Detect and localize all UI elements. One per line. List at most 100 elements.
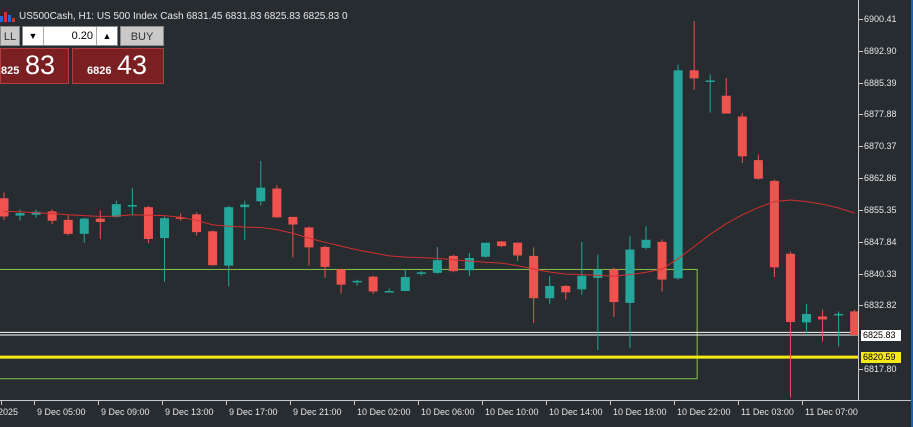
candle[interactable] bbox=[625, 236, 635, 348]
candle[interactable] bbox=[95, 210, 105, 239]
candle[interactable] bbox=[577, 241, 587, 295]
candle[interactable] bbox=[513, 242, 523, 261]
candle[interactable] bbox=[384, 288, 394, 293]
candle[interactable] bbox=[15, 209, 25, 221]
candle[interactable] bbox=[753, 154, 763, 180]
time-tick-label: 10 Dec 02:00 bbox=[357, 407, 411, 417]
supply-zone-rect[interactable] bbox=[0, 268, 698, 380]
price-tick-label: 6862.86 bbox=[864, 173, 897, 184]
candle[interactable] bbox=[111, 200, 121, 218]
candle-body bbox=[160, 218, 169, 239]
price-tick-mark bbox=[859, 209, 863, 211]
moving-average-line[interactable] bbox=[3, 199, 855, 277]
candle[interactable] bbox=[240, 200, 250, 240]
candle[interactable] bbox=[609, 267, 619, 317]
one-click-trading-panel: LL ▼ 0.20 ▲ BUY 825 83 6826 43 bbox=[0, 26, 165, 84]
candle[interactable] bbox=[769, 179, 779, 278]
candle-body bbox=[352, 280, 362, 283]
candle-body bbox=[111, 204, 121, 217]
candle[interactable] bbox=[785, 251, 795, 398]
buy-button[interactable]: BUY bbox=[120, 26, 164, 46]
price-tick-mark bbox=[859, 178, 863, 180]
price-tick-mark bbox=[859, 241, 863, 243]
candle-body bbox=[545, 285, 555, 299]
candle[interactable] bbox=[705, 74, 715, 113]
lot-increase-icon[interactable]: ▲ bbox=[96, 27, 117, 45]
candle[interactable] bbox=[737, 113, 747, 164]
candle[interactable] bbox=[818, 309, 828, 342]
candle[interactable] bbox=[0, 192, 9, 220]
candle[interactable] bbox=[47, 209, 57, 225]
candle[interactable] bbox=[529, 247, 539, 323]
candle[interactable] bbox=[593, 254, 603, 350]
candle-body bbox=[0, 198, 9, 217]
candle[interactable] bbox=[561, 285, 571, 300]
candle-body bbox=[448, 255, 458, 272]
candle[interactable] bbox=[481, 242, 490, 258]
lot-size-field[interactable]: ▼ 0.20 ▲ bbox=[22, 26, 118, 46]
candle[interactable] bbox=[673, 64, 683, 280]
candle[interactable] bbox=[31, 209, 41, 218]
time-tick-label: 9 Dec 09:00 bbox=[101, 407, 150, 417]
time-tick-mark bbox=[482, 401, 483, 405]
candle[interactable] bbox=[545, 276, 555, 304]
time-tick-label: 2025 bbox=[0, 407, 19, 417]
candle[interactable] bbox=[721, 77, 731, 114]
candle[interactable] bbox=[160, 216, 169, 282]
candle[interactable] bbox=[802, 304, 811, 334]
candle-body bbox=[368, 276, 378, 292]
candle[interactable] bbox=[497, 241, 507, 247]
price-tick-label: 6840.33 bbox=[864, 268, 897, 279]
candle[interactable] bbox=[834, 311, 844, 347]
price-plot[interactable] bbox=[0, 0, 858, 400]
candle[interactable] bbox=[224, 205, 234, 287]
candle[interactable] bbox=[657, 239, 667, 292]
price-tick-label: 6900.41 bbox=[864, 14, 897, 24]
candle[interactable] bbox=[304, 226, 314, 266]
candle[interactable] bbox=[256, 160, 266, 206]
price-tick-label: 6870.37 bbox=[864, 141, 897, 152]
candle[interactable] bbox=[432, 246, 442, 274]
candle[interactable] bbox=[63, 214, 73, 236]
time-tick-label: 9 Dec 05:00 bbox=[37, 407, 86, 417]
candle[interactable] bbox=[641, 226, 651, 250]
candle-body bbox=[416, 272, 426, 274]
candle[interactable] bbox=[448, 254, 458, 273]
candle[interactable] bbox=[368, 275, 378, 295]
candle-body bbox=[657, 241, 667, 280]
candle-body bbox=[577, 275, 587, 290]
candle[interactable] bbox=[400, 269, 410, 292]
candle[interactable] bbox=[208, 230, 218, 266]
lot-size-value[interactable]: 0.20 bbox=[71, 30, 93, 42]
time-tick-mark bbox=[34, 401, 35, 405]
candle[interactable] bbox=[288, 216, 298, 258]
bid-price-box[interactable]: 825 83 bbox=[0, 48, 69, 84]
candle[interactable] bbox=[464, 252, 474, 276]
candle[interactable] bbox=[192, 212, 202, 236]
time-tick-label: 9 Dec 17:00 bbox=[229, 407, 278, 417]
ask-price-box[interactable]: 6826 43 bbox=[72, 48, 164, 84]
candle[interactable] bbox=[143, 205, 153, 244]
price-tick-label: 6847.84 bbox=[864, 236, 897, 247]
time-tick-label: 11 Dec 07:00 bbox=[805, 407, 858, 417]
candle[interactable] bbox=[320, 245, 330, 278]
sell-button[interactable]: LL bbox=[0, 26, 20, 46]
candle[interactable] bbox=[336, 269, 346, 294]
bid-price-digits: 83 bbox=[25, 50, 56, 80]
lot-decrease-icon[interactable]: ▼ bbox=[23, 27, 44, 45]
bid-price-prefix: 825 bbox=[1, 65, 20, 77]
time-axis[interactable]: 2025 9 Dec 05:00 9 Dec 09:00 9 Dec 13:00 9 D… bbox=[0, 400, 913, 427]
time-tick-mark bbox=[418, 401, 419, 405]
candle-body bbox=[304, 227, 314, 248]
candle[interactable] bbox=[79, 217, 89, 243]
candle[interactable] bbox=[352, 279, 362, 286]
candle[interactable] bbox=[272, 185, 282, 218]
candle[interactable] bbox=[416, 270, 426, 276]
candle[interactable] bbox=[689, 21, 699, 90]
chart-bars-icon bbox=[0, 11, 15, 22]
candle[interactable] bbox=[127, 188, 137, 216]
candle[interactable] bbox=[850, 309, 858, 336]
candle-body bbox=[320, 246, 330, 267]
price-axis[interactable]: 6900.41 6892.90 6885.39 6877.88 6870.37 6862.… bbox=[858, 0, 913, 400]
candle-body bbox=[481, 242, 490, 257]
